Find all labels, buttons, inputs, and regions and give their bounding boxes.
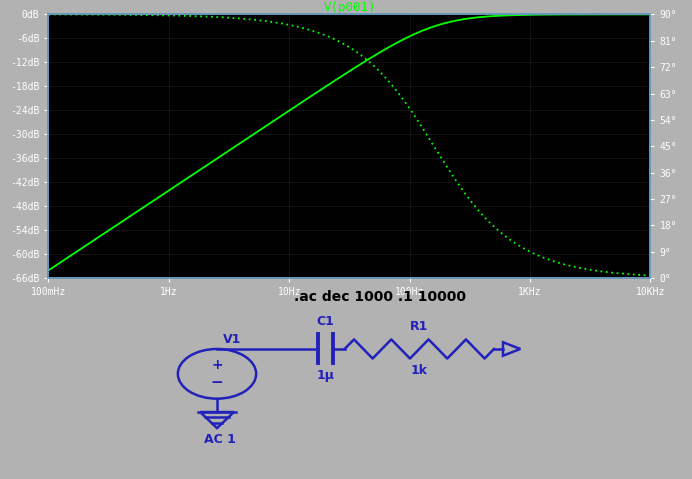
Title: V(p001): V(p001): [323, 1, 376, 14]
Text: .ac dec 1000 .1 10000: .ac dec 1000 .1 10000: [293, 290, 466, 304]
Text: R1: R1: [410, 319, 428, 332]
Text: C1: C1: [316, 315, 334, 328]
Text: +: +: [211, 358, 223, 372]
Text: V1: V1: [223, 333, 242, 346]
Text: 1µ: 1µ: [316, 369, 334, 382]
Text: 1k: 1k: [411, 364, 428, 377]
Text: −: −: [210, 375, 224, 390]
Text: AC 1: AC 1: [204, 433, 236, 446]
